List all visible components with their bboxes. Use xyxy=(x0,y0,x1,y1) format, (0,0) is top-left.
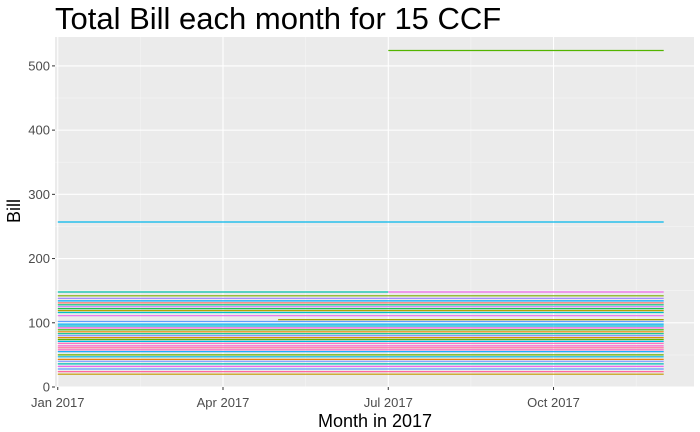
x-axis-label: Month in 2017 xyxy=(318,411,432,431)
y-tick-label: 300 xyxy=(28,187,50,202)
major-gridlines xyxy=(55,37,694,388)
x-tick-label: Oct 2017 xyxy=(527,395,580,410)
x-tick-label: Jul 2017 xyxy=(364,395,413,410)
minor-gridlines xyxy=(55,37,694,387)
chart-title: Total Bill each month for 15 CCF xyxy=(55,1,501,36)
y-tick-label: 100 xyxy=(28,315,50,330)
y-axis: 0 100 200 300 400 500 xyxy=(28,58,55,395)
x-tick-label: Jan 2017 xyxy=(31,395,85,410)
series-lines xyxy=(57,49,664,375)
y-tick-label: 400 xyxy=(28,123,50,138)
plot-panel xyxy=(55,37,694,387)
x-tick-label: Apr 2017 xyxy=(197,395,250,410)
y-tick-label: 500 xyxy=(28,58,50,73)
x-axis: Jan 2017 Apr 2017 Jul 2017 Oct 2017 xyxy=(31,387,580,410)
y-tick-label: 0 xyxy=(43,380,50,395)
y-axis-label: Bill xyxy=(4,199,24,223)
y-tick-label: 200 xyxy=(28,251,50,266)
